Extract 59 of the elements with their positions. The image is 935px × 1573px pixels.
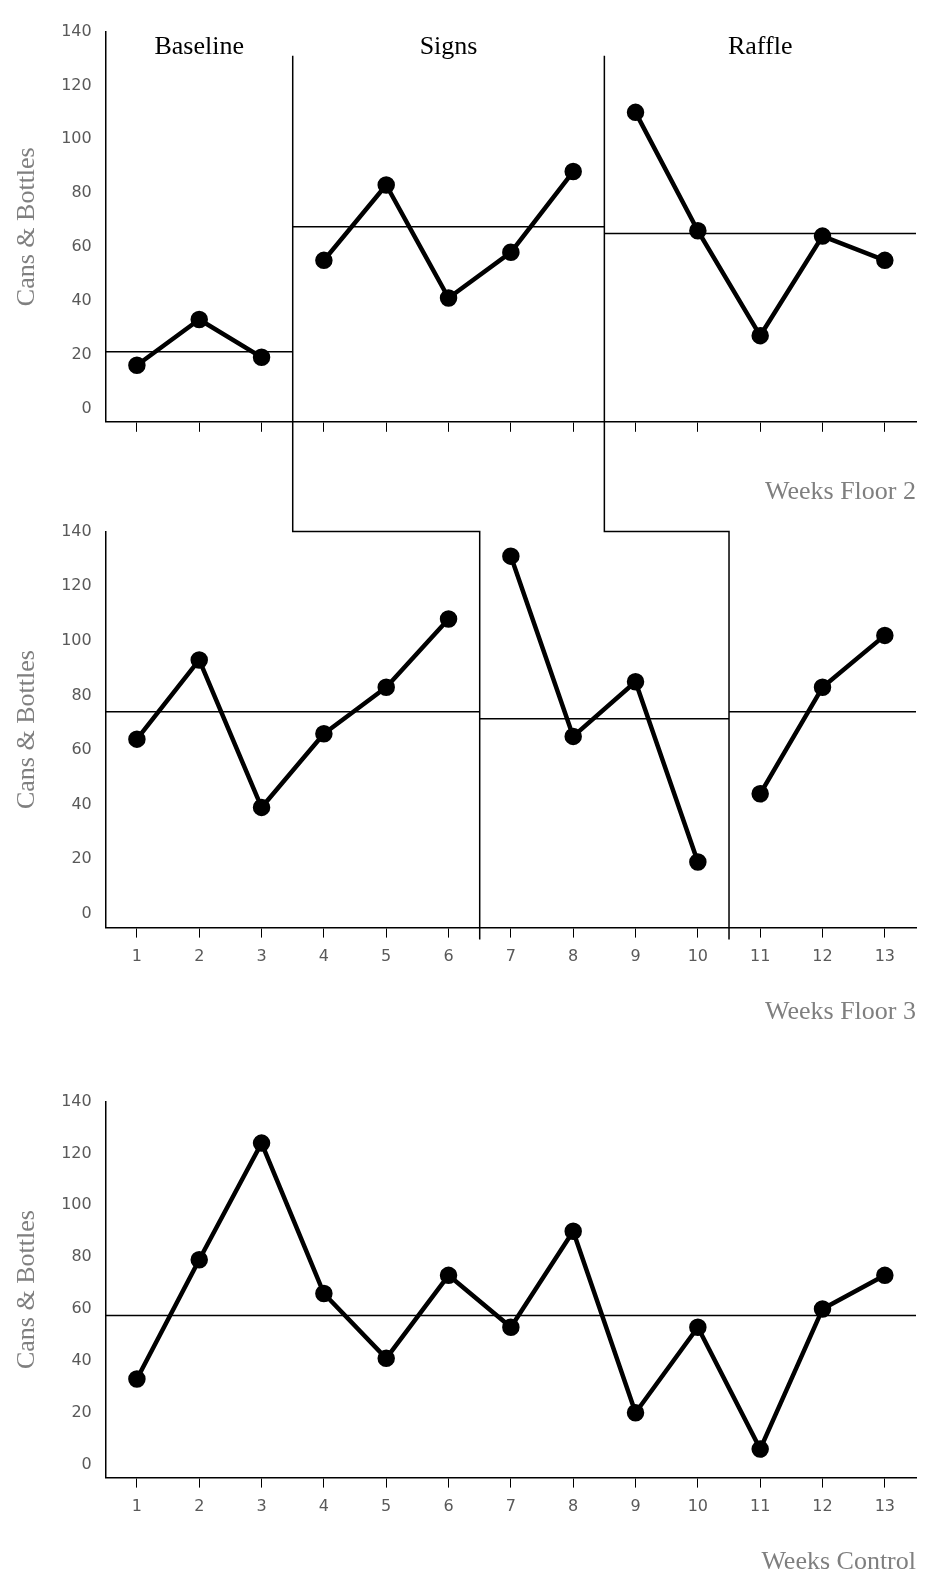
x-tick-label: 11 <box>750 946 771 966</box>
y-tick-label: 80 <box>71 1246 92 1266</box>
y-tick-label: 140 <box>61 1090 92 1110</box>
x-tick-label: 5 <box>381 1496 392 1516</box>
x-axis-title: Weeks Floor 2 <box>765 476 916 506</box>
y-tick-label: 120 <box>61 575 92 595</box>
x-tick-label: 5 <box>381 946 392 966</box>
x-tick-label: 6 <box>443 1496 454 1516</box>
y-tick-label: 80 <box>71 182 92 202</box>
x-tick-label: 2 <box>194 1496 205 1516</box>
x-tick-label: 8 <box>568 1496 579 1516</box>
x-tick-label: 9 <box>630 1496 641 1516</box>
x-tick-label: 9 <box>630 946 641 966</box>
x-tick-label: 10 <box>687 946 709 966</box>
x-tick-label: 8 <box>568 946 579 966</box>
x-tick-label: 7 <box>505 946 516 966</box>
y-axis-title: Cans & Bottles <box>11 650 41 810</box>
x-tick-label: 1 <box>131 946 142 966</box>
y-tick-label: 120 <box>61 1142 92 1162</box>
y-tick-label: 140 <box>61 20 92 40</box>
y-tick-label: 0 <box>81 1453 92 1473</box>
y-tick-label: 20 <box>71 848 92 868</box>
annotation: Raffle <box>727 31 793 61</box>
y-tick-label: 40 <box>71 793 92 813</box>
y-axis-title: Cans & Bottles <box>11 147 41 307</box>
y-tick-label: 80 <box>71 684 92 704</box>
x-tick-label: 3 <box>256 1496 267 1516</box>
x-tick-label: 6 <box>443 946 454 966</box>
y-tick-label: 0 <box>81 397 92 417</box>
y-tick-label: 60 <box>71 1298 92 1318</box>
y-axis-title: Cans & Bottles <box>11 1210 41 1370</box>
x-tick-label: 10 <box>687 1496 709 1516</box>
y-tick-label: 40 <box>71 1350 92 1370</box>
y-tick-label: 60 <box>71 236 92 256</box>
x-tick-label: 4 <box>318 946 329 966</box>
annotation: Baseline <box>154 31 244 61</box>
x-tick-label: 2 <box>194 946 205 966</box>
x-tick-label: 12 <box>812 1496 833 1516</box>
y-tick-label: 40 <box>71 289 92 309</box>
x-tick-label: 11 <box>750 1496 771 1516</box>
x-tick-label: 3 <box>256 946 267 966</box>
x-tick-label: 13 <box>874 946 896 966</box>
y-tick-label: 20 <box>71 343 92 363</box>
annotation: Signs <box>419 31 478 61</box>
y-tick-label: 100 <box>61 1194 92 1214</box>
x-tick-label: 7 <box>505 1496 516 1516</box>
x-tick-label: 4 <box>318 1496 329 1516</box>
y-tick-label: 140 <box>61 520 92 540</box>
x-tick-label: 1 <box>131 1496 142 1516</box>
y-tick-label: 100 <box>61 630 92 649</box>
y-tick-label: 20 <box>71 1401 92 1421</box>
x-tick-label: 12 <box>812 946 833 966</box>
y-tick-label: 0 <box>81 903 92 923</box>
y-tick-label: 60 <box>71 739 92 759</box>
y-tick-label: 100 <box>61 128 92 148</box>
x-axis-title: Weeks Control <box>761 1546 916 1573</box>
x-tick-label: 13 <box>874 1496 896 1516</box>
x-axis-title: Weeks Floor 3 <box>765 996 916 1026</box>
y-tick-label: 120 <box>61 74 92 94</box>
